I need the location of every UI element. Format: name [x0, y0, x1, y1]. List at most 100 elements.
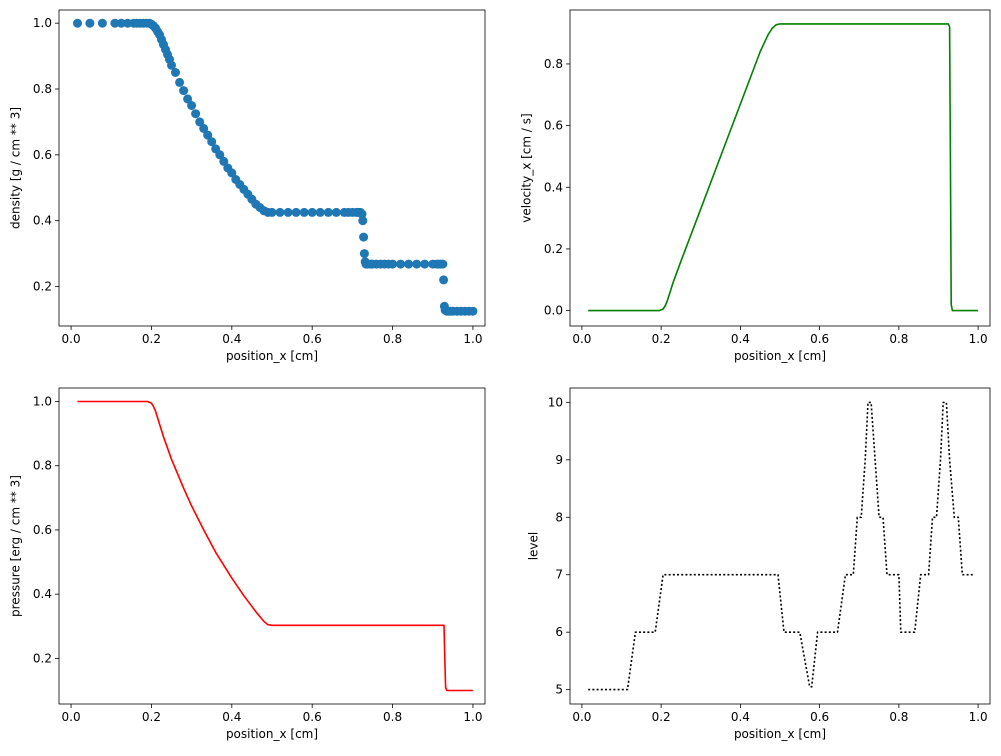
data-point: [219, 156, 229, 166]
data-point: [97, 18, 107, 28]
data-point: [396, 259, 406, 269]
y-axis-label: density [g / cm ** 3]: [8, 107, 22, 229]
data-point: [359, 249, 369, 259]
x-tick-label: 1.0: [969, 710, 988, 724]
data-point: [195, 117, 205, 127]
data-point: [331, 207, 341, 217]
x-tick-label: 0.8: [383, 332, 402, 346]
x-axis-label: position_x [cm]: [226, 349, 318, 363]
level-chart: 0.0 0.2 0.4 0.6 0.8 1.0 5 6 7 8 9 10 position_x [cm]…: [527, 387, 991, 741]
data-point: [299, 207, 309, 217]
y-tick-label: 0.2: [33, 651, 52, 665]
data-point: [404, 259, 414, 269]
data-point: [116, 18, 126, 28]
x-tick-label: 0.4: [222, 332, 241, 346]
axes-frame: [58, 9, 486, 327]
y-tick-label: 0.8: [544, 57, 563, 71]
x-tick-label: 0.8: [889, 710, 908, 724]
y-tick-label: 7: [555, 568, 563, 582]
y-tick-label: 0.6: [33, 523, 52, 537]
data-point: [420, 259, 430, 269]
x-axis-label: position_x [cm]: [226, 727, 318, 741]
x-tick-label: 0.6: [303, 710, 322, 724]
x-tick-label: 0.0: [572, 332, 591, 346]
axes-frame: [569, 387, 991, 705]
x-tick-label: 0.4: [222, 710, 241, 724]
velocity-chart: 0.0 0.2 0.4 0.6 0.8 1.0 0.0 0.2 0.4 0.6 0.8 positio…: [519, 9, 991, 363]
data-point: [207, 137, 217, 147]
pressure-chart: 0.0 0.2 0.4 0.6 0.8 1.0 0.2 0.4 0.6 0.8 1.0 positio…: [8, 387, 486, 741]
data-point: [275, 207, 285, 217]
y-tick-label: 1.0: [33, 16, 52, 30]
data-point: [412, 259, 422, 269]
series-line: [588, 401, 975, 691]
y-tick-label: 0.8: [33, 82, 52, 96]
data-point: [191, 109, 201, 119]
data-point: [283, 207, 293, 217]
data-point: [291, 207, 301, 217]
y-axis-label: velocity_x [cm / s]: [519, 113, 533, 222]
y-tick-label: 0.4: [33, 587, 52, 601]
x-tick-label: 0.0: [62, 332, 81, 346]
x-tick-label: 0.2: [142, 710, 161, 724]
y-tick-label: 0.4: [33, 214, 52, 228]
y-tick-label: 1.0: [33, 394, 52, 408]
series-line: [77, 400, 473, 692]
x-tick-label: 0.6: [810, 710, 829, 724]
data-point: [227, 168, 237, 178]
x-tick-label: 0.6: [810, 332, 829, 346]
data-point: [315, 207, 325, 217]
x-axis-label: position_x [cm]: [734, 727, 826, 741]
data-point: [73, 18, 82, 28]
data-point: [187, 101, 197, 110]
density-chart: 0.0 0.2 0.4 0.6 0.8 1.0 0.2 0.4 0.6 0.8 1.0 positio…: [8, 9, 486, 363]
data-point: [110, 18, 120, 28]
y-axis-label: pressure [erg / cm ** 3]: [8, 475, 22, 617]
y-tick-label: 0.4: [544, 180, 563, 194]
data-point: [167, 60, 176, 70]
data-point: [439, 275, 449, 285]
y-tick-label: 8: [555, 510, 563, 524]
y-tick-label: 9: [555, 453, 563, 467]
data-point: [438, 259, 448, 269]
data-point: [171, 68, 180, 77]
x-tick-label: 0.4: [731, 332, 750, 346]
x-tick-label: 0.2: [652, 710, 671, 724]
data-point: [359, 232, 369, 242]
data-point: [357, 209, 367, 219]
y-tick-label: 0.0: [544, 304, 563, 318]
data-point: [468, 306, 478, 316]
data-point: [175, 77, 185, 87]
x-tick-label: 0.2: [142, 332, 161, 346]
y-tick-label: 0.2: [544, 242, 563, 256]
y-tick-label: 5: [555, 683, 563, 697]
data-point: [358, 216, 368, 226]
axes-frame: [58, 387, 486, 705]
x-tick-label: 0.0: [62, 710, 81, 724]
axes-frame: [569, 9, 991, 327]
series-line: [588, 23, 979, 312]
y-tick-label: 6: [555, 625, 563, 639]
y-tick-label: 0.8: [33, 459, 52, 473]
data-point: [267, 207, 277, 217]
y-tick-label: 10: [548, 395, 563, 409]
y-axis-label: level: [527, 532, 541, 561]
x-tick-label: 1.0: [463, 332, 482, 346]
data-point: [179, 86, 189, 96]
x-tick-label: 1.0: [969, 332, 988, 346]
x-tick-label: 0.8: [889, 332, 908, 346]
x-axis-label: position_x [cm]: [734, 349, 826, 363]
data-point: [85, 18, 95, 28]
x-tick-label: 0.4: [731, 710, 750, 724]
x-tick-label: 1.0: [463, 710, 482, 724]
y-tick-label: 0.2: [33, 280, 52, 294]
x-tick-label: 0.8: [383, 710, 402, 724]
x-tick-label: 0.0: [572, 710, 591, 724]
data-point: [388, 259, 398, 269]
data-point: [323, 207, 333, 217]
data-point: [215, 150, 225, 160]
data-point: [307, 207, 317, 217]
data-point: [199, 124, 209, 133]
data-point: [203, 130, 213, 140]
